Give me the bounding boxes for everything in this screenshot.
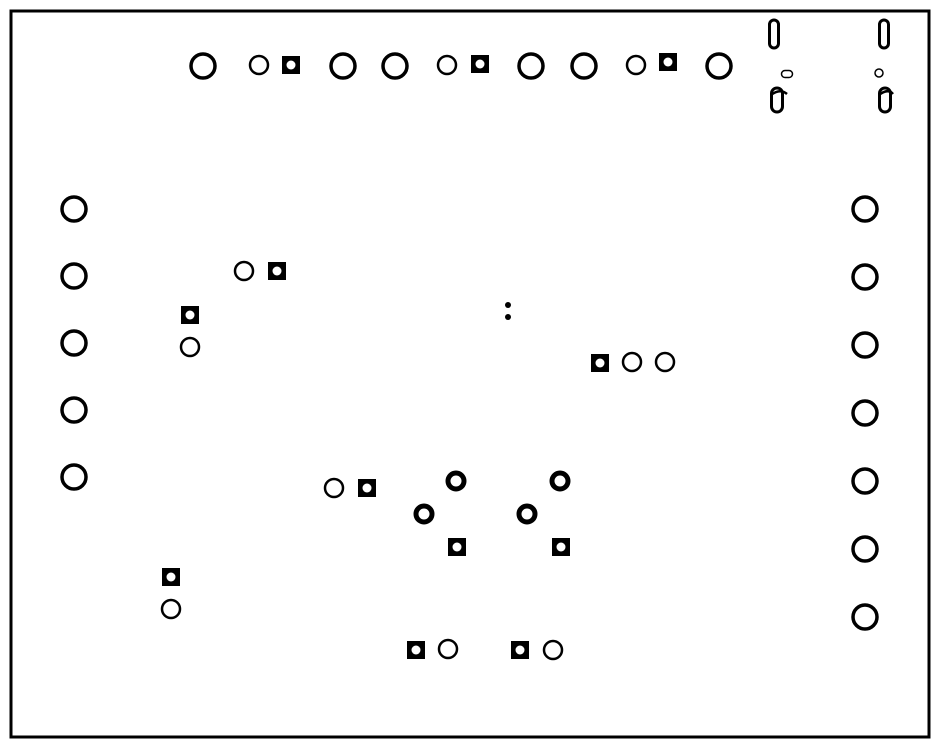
oblong-pad (780, 69, 794, 79)
large-pad (60, 463, 88, 491)
large-pad (60, 262, 88, 290)
oblong-pad (770, 86, 784, 114)
via (505, 302, 511, 308)
thick-pad (549, 470, 571, 492)
large-pad (851, 263, 879, 291)
round-pad (621, 351, 643, 373)
small-pad (625, 54, 647, 76)
thick-pad (445, 470, 467, 492)
large-pad (851, 603, 879, 631)
drill-hole (166, 572, 176, 582)
large-pad (60, 329, 88, 357)
drill-hole (272, 266, 282, 276)
drill-hole (185, 310, 195, 320)
round-pad (179, 336, 201, 358)
round-pad (233, 260, 255, 282)
thick-pad (413, 503, 435, 525)
small-pad (436, 54, 458, 76)
large-pad (60, 396, 88, 424)
large-pad (517, 52, 545, 80)
drill-hole (515, 645, 525, 655)
drill-hole (595, 358, 605, 368)
pads (60, 18, 894, 661)
oblong-pad (878, 18, 890, 50)
via (505, 314, 511, 320)
small-pad (874, 68, 884, 78)
round-pad (542, 639, 564, 661)
board-outline (9, 9, 931, 739)
round-pad (160, 598, 182, 620)
large-pad (329, 52, 357, 80)
large-pad (189, 52, 217, 80)
round-pad (654, 351, 676, 373)
small-pad (248, 54, 270, 76)
large-pad (851, 331, 879, 359)
drill-hole (362, 483, 372, 493)
drill-hole (556, 542, 566, 552)
drill-hole (286, 60, 296, 70)
large-pad (705, 52, 733, 80)
round-pad (437, 638, 459, 660)
large-pad (60, 195, 88, 223)
large-pad (570, 52, 598, 80)
oblong-pad (878, 90, 894, 97)
large-pad (851, 535, 879, 563)
drill-hole (411, 645, 421, 655)
large-pad (381, 52, 409, 80)
oblong-pad (878, 86, 892, 114)
oblong-pad (770, 90, 788, 97)
drill-hole (663, 57, 673, 67)
large-pad (851, 467, 879, 495)
thick-pad (516, 503, 538, 525)
drill-hole (452, 542, 462, 552)
round-pad (323, 477, 345, 499)
drill-hole (475, 59, 485, 69)
large-pad (851, 399, 879, 427)
large-pad (851, 195, 879, 223)
oblong-pad (768, 18, 780, 50)
